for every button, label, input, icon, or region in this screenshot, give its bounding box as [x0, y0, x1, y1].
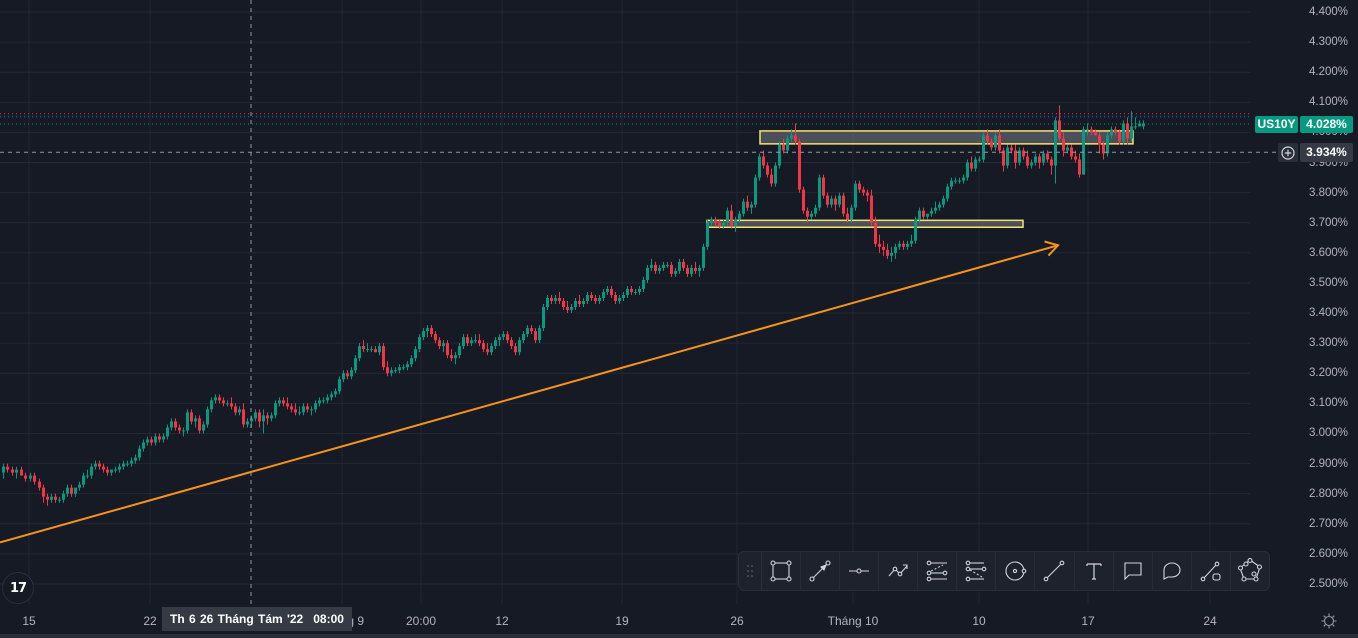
comment-tool-button[interactable] — [1153, 552, 1192, 590]
ellipse-tool-button[interactable] — [996, 552, 1036, 590]
polyline-icon — [1237, 558, 1262, 582]
trendline-arrow[interactable] — [0, 240, 1060, 544]
price-tick-label: 3.500% — [1308, 276, 1348, 289]
polyline-tool-button[interactable] — [1231, 552, 1269, 590]
price-tick-label: 3.200% — [1308, 367, 1348, 380]
price-tick-label: 3.600% — [1308, 246, 1348, 259]
callout-tool-button[interactable] — [1114, 552, 1153, 590]
time-tick-label: 26 — [730, 614, 744, 628]
price-label-tool-button[interactable] — [1192, 552, 1231, 590]
toolbar-drag-handle[interactable] — [739, 552, 762, 590]
price-tick-label: 4.300% — [1308, 36, 1348, 49]
fib-retracement-tool-button[interactable] — [957, 552, 997, 590]
time-tick-label: 19 — [615, 614, 629, 628]
zone-rectangles[interactable] — [706, 130, 1134, 229]
price-tick-label: 2.600% — [1308, 547, 1348, 560]
price-tick-label: 3.100% — [1308, 397, 1348, 410]
circle-icon — [1005, 561, 1027, 581]
price-tick-label: 3.800% — [1308, 186, 1348, 199]
arrow-icon — [809, 560, 831, 582]
path-tool-button[interactable] — [879, 552, 919, 590]
grid-lines — [0, 0, 1250, 604]
crosshair — [0, 0, 1278, 604]
price-tick-label: 3.000% — [1308, 427, 1348, 440]
arrow-tool-button[interactable] — [801, 552, 840, 590]
rectangle-tool-button[interactable] — [762, 552, 801, 590]
time-tick-label: 12 — [495, 614, 509, 628]
dotted-price-lines — [0, 113, 1252, 125]
settings-icon[interactable] — [1320, 612, 1338, 630]
price-tick-label: 3.700% — [1308, 216, 1348, 229]
horizontal-ray-tool-button[interactable] — [840, 552, 880, 590]
time-tick-label: 15 — [22, 614, 36, 628]
time-tick-label: 10 — [972, 614, 986, 628]
price-tick-label: 4.400% — [1308, 6, 1348, 18]
parallel-channel-tool-button[interactable] — [918, 552, 958, 590]
path-icon — [888, 564, 908, 577]
add-alert-button[interactable] — [1278, 143, 1298, 162]
price-tick-label: 3.300% — [1308, 337, 1348, 350]
support-zone[interactable] — [706, 219, 1024, 229]
price-tick-label: 2.900% — [1308, 457, 1348, 470]
time-tick-label: 24 — [1203, 614, 1217, 628]
price-tick-label: 3.400% — [1308, 307, 1348, 320]
trendline-icon — [1044, 560, 1065, 582]
trendline-tool-button[interactable] — [1035, 552, 1075, 590]
crosshair-date: Th 6 26 Tháng Tám '22 — [170, 612, 304, 626]
plus-circle-icon — [1281, 145, 1295, 160]
comment-icon — [1163, 562, 1181, 580]
symbol-label: US10Y — [1255, 116, 1298, 133]
price-tick-label: 2.700% — [1308, 517, 1348, 530]
price-tick-label: 4.200% — [1308, 66, 1348, 79]
price-tick-label: 2.500% — [1308, 577, 1348, 590]
price-tick-label: 4.100% — [1308, 96, 1348, 109]
crosshair-price-label: 3.934% — [1300, 143, 1353, 162]
last-price-label: 4.028% — [1300, 116, 1353, 133]
crosshair-clock: 08:00 — [313, 612, 344, 626]
time-tick-label: 22 — [143, 614, 157, 628]
grip-icon — [746, 565, 753, 577]
bottom-border — [0, 634, 1358, 638]
horizontal-line-icon — [849, 568, 869, 574]
text-icon — [1085, 563, 1102, 580]
rectangle-icon — [770, 560, 792, 582]
time-tick-label: Tháng 10 — [827, 614, 879, 628]
price-label-icon — [1200, 561, 1221, 582]
parallel-channel-icon — [926, 560, 948, 582]
tradingview-logo[interactable]: 17 — [2, 572, 34, 604]
fib-retracement-icon — [965, 560, 987, 582]
crosshair-time-label: Th 6 26 Tháng Tám '22 08:00 — [162, 607, 352, 631]
callout-icon — [1124, 562, 1142, 581]
time-tick-label: 20:00 — [405, 614, 437, 628]
text-tool-button[interactable] — [1075, 552, 1114, 590]
candlestick-series — [2, 105, 1145, 506]
logo-text: 17 — [9, 580, 27, 596]
time-tick-label: 17 — [1081, 614, 1095, 628]
drawing-toolbar[interactable] — [738, 551, 1270, 591]
price-tick-label: 2.800% — [1308, 487, 1348, 500]
resistance-zone[interactable] — [759, 130, 1134, 145]
